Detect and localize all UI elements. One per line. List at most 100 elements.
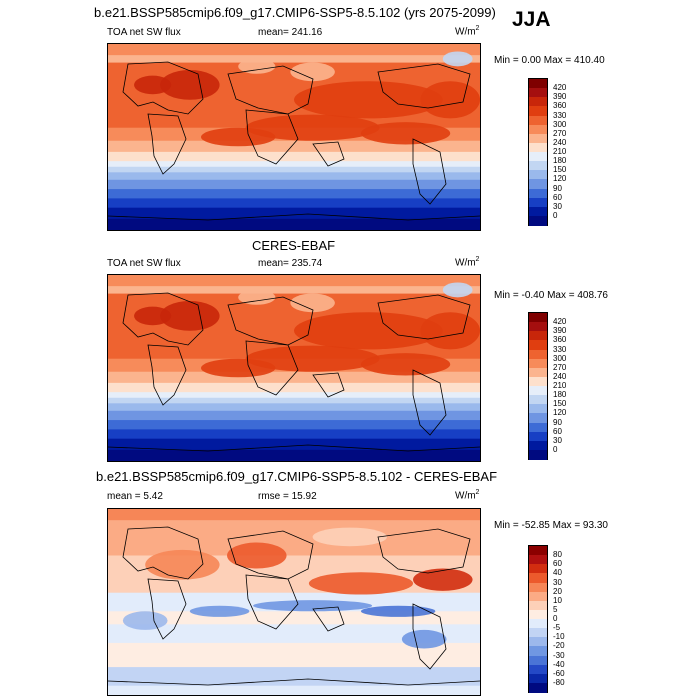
colorbar-box xyxy=(529,161,547,171)
field-band xyxy=(108,438,480,451)
colorbar-box xyxy=(529,367,547,378)
colorbar-box xyxy=(529,386,547,396)
colorbar-box xyxy=(529,440,547,451)
colorbar-tick-label: 270 xyxy=(553,362,567,372)
colorbar-box xyxy=(529,124,547,135)
field-band xyxy=(108,140,480,153)
colorbar-tick-label: 30 xyxy=(553,201,562,211)
coastline xyxy=(312,372,345,398)
field-patch xyxy=(420,81,480,119)
field-patch xyxy=(160,301,220,331)
coastline xyxy=(108,678,480,686)
field-band xyxy=(108,161,480,168)
field-band xyxy=(108,624,480,644)
field-band xyxy=(108,207,480,220)
colorbar-box xyxy=(529,395,547,405)
panel-1-map xyxy=(107,43,481,231)
field-patch xyxy=(145,549,220,580)
colorbar-box xyxy=(529,573,547,583)
field-band xyxy=(108,449,480,461)
colorbar-tick-label: 420 xyxy=(553,83,567,93)
panel-2-mean-label: mean= 235.74 xyxy=(258,258,323,269)
colorbar-box xyxy=(529,349,547,360)
colorbar-tick-label: 360 xyxy=(553,101,567,111)
colorbar-tick-label: 270 xyxy=(553,128,567,138)
colorbar-tick-label: 5 xyxy=(553,604,558,614)
field-band xyxy=(108,403,480,412)
field-band xyxy=(108,397,480,404)
coastline xyxy=(412,603,447,670)
colorbar-tick-label: 30 xyxy=(553,577,562,587)
field-patch xyxy=(360,122,451,145)
panel-2-units-base: W/m xyxy=(455,257,476,269)
colorbar-box xyxy=(529,322,547,332)
field-band xyxy=(108,172,480,181)
colorbar-box xyxy=(529,431,547,442)
field-band xyxy=(108,179,480,190)
panel-3-mean-label: mean = 5.42 xyxy=(107,491,163,502)
colorbar-tick-label: 90 xyxy=(553,183,562,193)
colorbar-box xyxy=(529,682,547,693)
field-patch xyxy=(201,127,276,147)
map-field-svg xyxy=(108,44,480,230)
coastline xyxy=(227,296,314,346)
colorbar-box xyxy=(529,115,547,126)
field-band xyxy=(108,667,480,687)
panel-1-units: W/m2 xyxy=(455,25,479,37)
colorbar-box xyxy=(529,619,547,629)
colorbar-tick-label: -60 xyxy=(553,668,565,678)
field-patch xyxy=(401,629,447,649)
field-patch xyxy=(312,527,387,547)
colorbar-box xyxy=(529,376,547,387)
panel-3-units-base: W/m xyxy=(455,490,476,502)
colorbar-box xyxy=(529,152,547,162)
field-band xyxy=(108,509,480,521)
colorbar-box xyxy=(529,564,547,574)
panel-1-mean-label: mean= 241.16 xyxy=(258,27,323,38)
coastline xyxy=(147,113,187,175)
colorbar-tick-label: -10 xyxy=(553,632,565,642)
coastline xyxy=(122,61,204,115)
colorbar-box xyxy=(529,215,547,226)
field-patch xyxy=(290,62,335,82)
colorbar-box xyxy=(529,600,547,611)
field-patch xyxy=(245,114,380,141)
panel-2-title: CERES-EBAF xyxy=(252,238,336,253)
field-band xyxy=(108,429,480,440)
colorbar-tick-label: 60 xyxy=(553,559,562,569)
coastline xyxy=(377,294,471,340)
field-patch xyxy=(122,611,168,630)
field-patch xyxy=(134,75,172,95)
panel-2-map xyxy=(107,274,481,462)
field-band xyxy=(108,151,480,162)
colorbar-box xyxy=(529,404,547,414)
field-band xyxy=(108,55,480,64)
field-patch xyxy=(360,353,451,376)
field-band xyxy=(108,420,480,430)
panel-2-variable-label: TOA net SW flux xyxy=(107,258,181,269)
field-band xyxy=(108,685,480,695)
field-patch xyxy=(360,605,436,617)
colorbar-box xyxy=(529,197,547,208)
field-band xyxy=(108,218,480,230)
field-patch xyxy=(227,542,287,569)
colorbar-box xyxy=(529,206,547,217)
coastline xyxy=(312,606,345,632)
colorbar-box xyxy=(529,331,547,341)
colorbar-tick-label: 330 xyxy=(553,344,567,354)
colorbar-tick-label: 40 xyxy=(553,568,562,578)
field-band xyxy=(108,275,480,287)
colorbar-box xyxy=(529,106,547,116)
coastline xyxy=(122,292,204,346)
field-patch xyxy=(238,58,276,74)
coastline xyxy=(147,578,187,640)
field-band xyxy=(108,198,480,209)
panel-3-rmse-label: rmse = 15.92 xyxy=(258,491,317,502)
field-patch xyxy=(294,312,443,350)
field-patch xyxy=(238,289,276,305)
colorbar-tick-label: 390 xyxy=(553,326,567,336)
field-patch xyxy=(189,605,250,617)
field-patch xyxy=(253,600,373,612)
coastline xyxy=(122,526,204,580)
colorbar-tick-label: 0 xyxy=(553,444,558,454)
